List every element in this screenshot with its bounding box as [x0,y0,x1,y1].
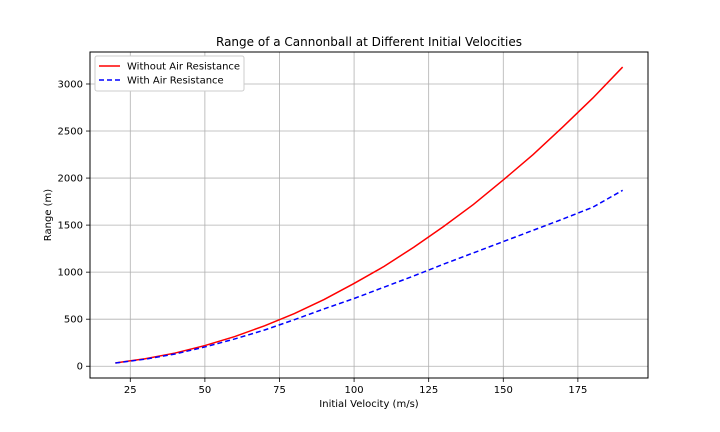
y-tick-label: 500 [64,315,83,326]
x-tick-label: 125 [419,385,438,396]
legend-label-without-air-resistance: Without Air Resistance [127,62,240,73]
y-tick-label: 2000 [58,174,83,185]
x-tick-label: 175 [568,385,587,396]
y-tick-label: 1500 [58,221,83,232]
x-axis-label: Initial Velocity (m/s) [319,399,418,410]
x-tick-label: 150 [494,385,513,396]
y-tick-label: 3000 [58,79,83,90]
axis-ticks: 25 50 75 100 125 150 175 0 500 1000 1500 2000 2500 30… [58,79,588,396]
grid-lines [90,52,648,378]
y-axis-label: Range (m) [43,189,54,242]
legend-box [94,55,245,92]
x-tick-label: 50 [199,385,212,396]
x-tick-label: 75 [273,385,286,396]
chart-title: Range of a Cannonball at Different Initi… [216,35,522,49]
y-tick-label: 2500 [58,127,83,138]
legend: Without Air Resistance With Air Resistan… [94,55,245,92]
y-tick-label: 0 [77,362,83,373]
series-lines [115,66,624,364]
series-line-with-air-resistance [115,189,624,364]
x-tick-label: 25 [124,385,137,396]
x-tick-label: 100 [345,385,364,396]
y-tick-label: 1000 [58,268,83,279]
legend-label-with-air-resistance: With Air Resistance [127,76,224,87]
plot-area-frame [89,51,649,379]
series-line-without-air-resistance [115,66,624,364]
